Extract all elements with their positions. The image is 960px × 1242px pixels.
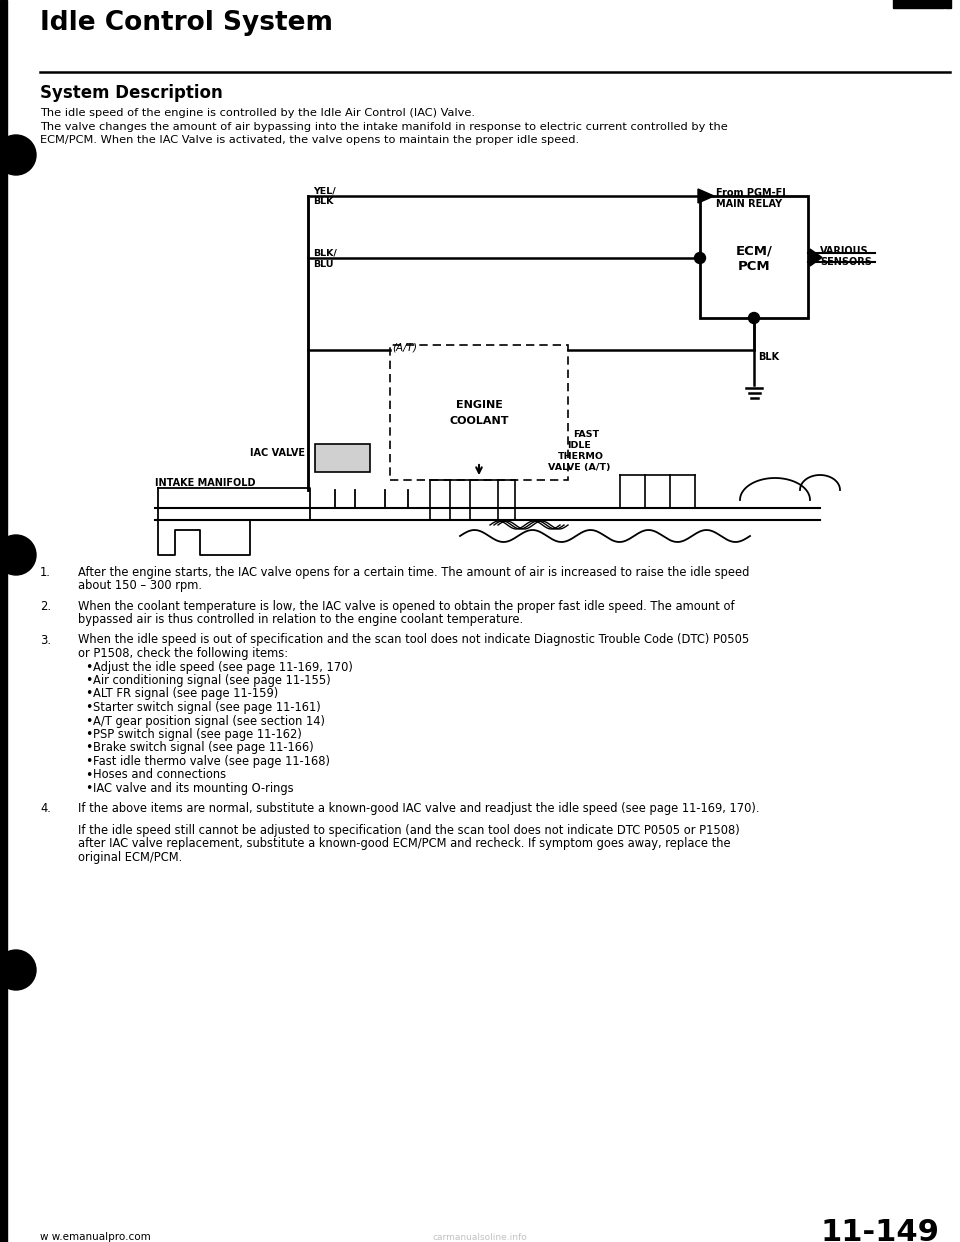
Text: When the idle speed is out of specification and the scan tool does not indicate : When the idle speed is out of specificat…	[78, 633, 749, 647]
Bar	[700, 196, 808, 318]
Text: If the above items are normal, substitute a known-good IAC valve and readjust th: If the above items are normal, substitut…	[78, 802, 759, 815]
Bar	[893, 0, 951, 7]
Text: IDLE: IDLE	[567, 441, 590, 450]
Text: or P1508, check the following items:: or P1508, check the following items:	[78, 647, 288, 660]
Circle shape	[0, 535, 36, 575]
Text: Air conditioning signal (see page 11-155): Air conditioning signal (see page 11-155…	[93, 674, 331, 687]
Text: w w.emanualpro.com: w w.emanualpro.com	[40, 1232, 151, 1242]
Text: about 150 – 300 rpm.: about 150 – 300 rpm.	[78, 580, 202, 592]
Text: System Description: System Description	[40, 84, 223, 102]
Text: •: •	[85, 661, 92, 673]
Text: THERMO: THERMO	[558, 452, 604, 461]
Text: The idle speed of the engine is controlled by the Idle Air Control (IAC) Valve.: The idle speed of the engine is controll…	[40, 108, 475, 118]
Text: After the engine starts, the IAC valve opens for a certain time. The amount of a: After the engine starts, the IAC valve o…	[78, 566, 750, 579]
Text: PCM: PCM	[737, 261, 770, 273]
Circle shape	[0, 950, 36, 990]
Text: Fast idle thermo valve (see page 11-168): Fast idle thermo valve (see page 11-168)	[93, 755, 330, 768]
Text: ENGINE: ENGINE	[456, 400, 502, 410]
Text: ECM/PCM. When the IAC Valve is activated, the valve opens to maintain the proper: ECM/PCM. When the IAC Valve is activated…	[40, 135, 579, 145]
Text: ALT FR signal (see page 11-159): ALT FR signal (see page 11-159)	[93, 688, 278, 700]
Circle shape	[0, 135, 36, 175]
Text: Brake switch signal (see page 11-166): Brake switch signal (see page 11-166)	[93, 741, 314, 754]
Bar	[390, 345, 568, 479]
Text: From PGM-FI: From PGM-FI	[716, 188, 785, 197]
Text: ECM/: ECM/	[735, 245, 773, 257]
Bar	[315, 443, 370, 472]
Circle shape	[694, 252, 706, 263]
Text: COOLANT: COOLANT	[449, 416, 509, 426]
Text: •: •	[85, 755, 92, 768]
Text: 2.: 2.	[40, 600, 51, 612]
Text: •: •	[85, 769, 92, 781]
Text: •: •	[85, 688, 92, 700]
Text: FAST: FAST	[573, 430, 599, 438]
Text: •: •	[85, 700, 92, 714]
Text: SENSORS: SENSORS	[820, 257, 872, 267]
Text: bypassed air is thus controlled in relation to the engine coolant temperature.: bypassed air is thus controlled in relat…	[78, 614, 523, 626]
Text: BLK: BLK	[758, 351, 780, 361]
Text: IAC valve and its mounting O-rings: IAC valve and its mounting O-rings	[93, 782, 294, 795]
Text: PSP switch signal (see page 11-162): PSP switch signal (see page 11-162)	[93, 728, 301, 741]
Text: MAIN RELAY: MAIN RELAY	[716, 199, 782, 209]
Text: IAC VALVE: IAC VALVE	[250, 448, 305, 458]
Circle shape	[749, 313, 759, 323]
Text: If the idle speed still cannot be adjusted to specification (and the scan tool d: If the idle speed still cannot be adjust…	[78, 823, 740, 837]
Text: after IAC valve replacement, substitute a known-good ECM/PCM and recheck. If sym: after IAC valve replacement, substitute …	[78, 837, 731, 851]
Text: carmanualsoline.info: carmanualsoline.info	[433, 1233, 527, 1242]
Polygon shape	[810, 248, 822, 266]
Text: Idle Control System: Idle Control System	[40, 10, 333, 36]
Text: •: •	[85, 714, 92, 728]
Text: •: •	[85, 741, 92, 754]
Text: The valve changes the amount of air bypassing into the intake manifold in respon: The valve changes the amount of air bypa…	[40, 122, 728, 132]
Polygon shape	[698, 189, 714, 202]
Bar	[0, 0, 7, 1242]
Text: •: •	[85, 782, 92, 795]
Text: INTAKE MANIFOLD: INTAKE MANIFOLD	[155, 478, 255, 488]
Text: 11-149: 11-149	[821, 1218, 940, 1242]
Text: YEL/: YEL/	[313, 188, 336, 196]
Text: When the coolant temperature is low, the IAC valve is opened to obtain the prope: When the coolant temperature is low, the…	[78, 600, 734, 612]
Text: A/T gear position signal (see section 14): A/T gear position signal (see section 14…	[93, 714, 325, 728]
Text: VARIOUS: VARIOUS	[820, 246, 869, 256]
Text: 3.: 3.	[40, 633, 51, 647]
Text: BLU: BLU	[313, 260, 333, 270]
Text: 4.: 4.	[40, 802, 51, 815]
Text: •: •	[85, 728, 92, 741]
Text: BLK: BLK	[313, 197, 333, 206]
Text: Starter switch signal (see page 11-161): Starter switch signal (see page 11-161)	[93, 700, 321, 714]
Text: (A/T): (A/T)	[392, 343, 417, 353]
Text: Adjust the idle speed (see page 11-169, 170): Adjust the idle speed (see page 11-169, …	[93, 661, 353, 673]
Text: Hoses and connections: Hoses and connections	[93, 769, 227, 781]
Text: VALVE (A/T): VALVE (A/T)	[548, 463, 611, 472]
Text: •: •	[85, 674, 92, 687]
Text: original ECM/PCM.: original ECM/PCM.	[78, 851, 182, 864]
Text: BLK/: BLK/	[313, 248, 337, 258]
Text: 1.: 1.	[40, 566, 51, 579]
